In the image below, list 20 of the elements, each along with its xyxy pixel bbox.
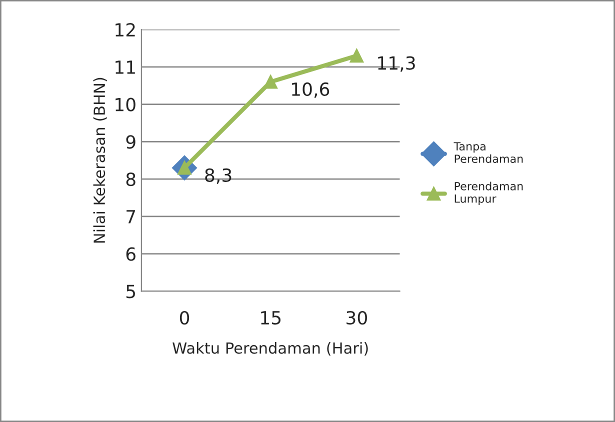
x-tick-label: 30 — [346, 310, 367, 325]
data-label: 8,3 — [205, 168, 232, 184]
y-tick-label: 6 — [126, 247, 136, 261]
y-tick-label: 7 — [126, 210, 136, 224]
y-tick-label: 10 — [116, 98, 136, 112]
legend-label: Perendaman Lumpur — [454, 182, 523, 205]
y-tick-label: 5 — [126, 284, 136, 298]
point — [350, 48, 364, 63]
y-tick-label: 12 — [116, 23, 135, 36]
x-axis-title: Waktu Perendaman (Hari) — [172, 342, 368, 356]
x-tick-label: 0 — [180, 310, 190, 325]
data-label: 11,3 — [378, 56, 415, 72]
legend-label: Tanpa Perendaman — [454, 142, 523, 163]
y-axis-title: Nilai Kekerasan (BHN) — [93, 78, 107, 243]
x-tick-label: 15 — [261, 311, 281, 325]
data-label: 10,6 — [292, 82, 330, 98]
y-tick-label: 11 — [116, 60, 135, 74]
y-tick-label: 8 — [126, 172, 136, 186]
y-tick-label: 9 — [126, 135, 136, 149]
point — [264, 74, 278, 89]
